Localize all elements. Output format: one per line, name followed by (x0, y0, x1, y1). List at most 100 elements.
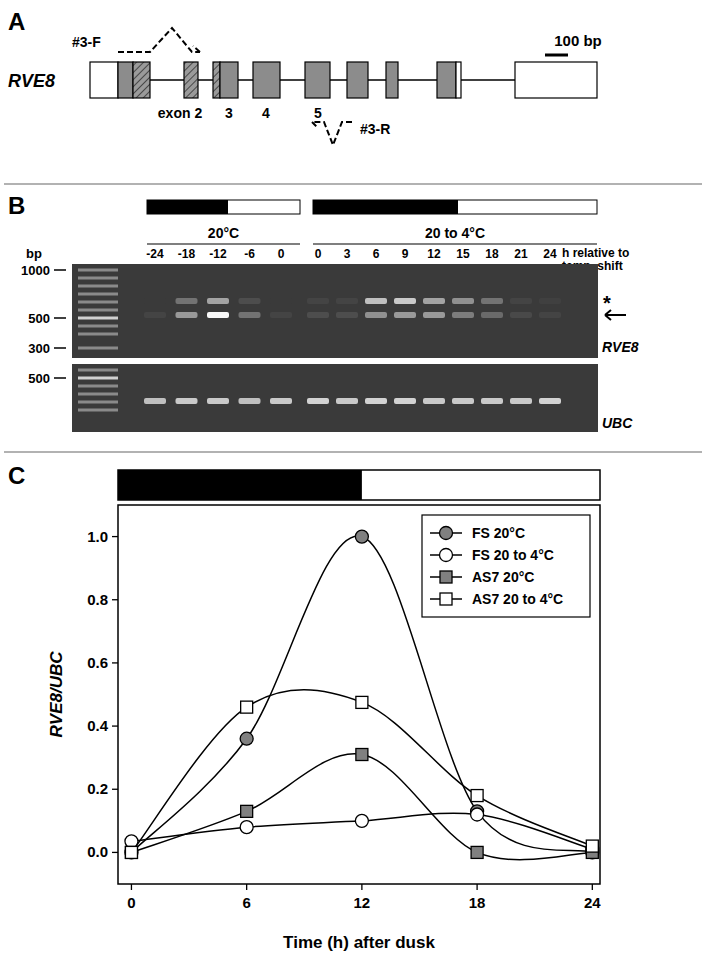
series-line (131, 754, 592, 860)
divider (4, 451, 702, 453)
y-axis-label: RVE8/UBC (47, 651, 66, 738)
exon (305, 62, 330, 98)
band-arrow (605, 310, 626, 320)
plot-area (125, 530, 599, 860)
gel-image (72, 364, 598, 432)
gel-band (481, 312, 503, 318)
lane-time: 18 (485, 247, 499, 261)
group-underline (147, 243, 300, 244)
series-marker (125, 846, 138, 859)
ladder-band (78, 277, 118, 280)
marker-label: 500 (28, 311, 50, 326)
x-tick (246, 884, 247, 890)
blot-label: RVE8 (602, 339, 639, 355)
y-tick-label: 0.4 (87, 717, 109, 734)
scale-bar-label: 100 bp (554, 32, 602, 49)
ladder-band (78, 369, 118, 372)
ladder-band (78, 385, 118, 388)
lane-time: 0 (315, 247, 322, 261)
gel-band (270, 312, 292, 318)
series-marker (241, 701, 253, 713)
exon (118, 62, 133, 98)
y-tick (112, 599, 118, 600)
lane-time: 12 (427, 247, 441, 261)
y-tick (112, 725, 118, 726)
gel-band (336, 312, 358, 318)
marker-tick (54, 377, 66, 379)
plot-frame (118, 505, 600, 884)
photoperiod-bar (313, 200, 597, 214)
exon (347, 62, 368, 98)
primer-label: #3-R (360, 121, 390, 137)
exon-label: 5 (314, 105, 322, 121)
gel-band (207, 398, 229, 404)
y-tick (112, 789, 118, 790)
ladder-band (78, 285, 118, 288)
gel-band (481, 298, 503, 304)
background (0, 0, 706, 974)
x-tick (476, 884, 477, 890)
legend-marker (440, 527, 453, 540)
y-tick-label: 0.0 (87, 843, 108, 860)
exon-label: 3 (225, 105, 233, 121)
gel-band (270, 398, 292, 404)
exon (220, 62, 238, 98)
marker-tick (54, 347, 66, 349)
gel-image (72, 264, 598, 358)
series-marker (471, 790, 483, 802)
panel-label: B (8, 192, 25, 219)
lane-time: 15 (456, 247, 470, 261)
panel-label: A (8, 8, 25, 35)
ladder-band (78, 401, 118, 404)
primer-f (118, 28, 200, 52)
gel-band (239, 312, 261, 318)
gel-band (176, 298, 198, 304)
gel-band (207, 312, 229, 318)
series-marker (240, 732, 253, 745)
marker-label: 1000 (21, 263, 50, 278)
primer-label: #3-F (72, 34, 101, 50)
ladder-band (78, 293, 118, 296)
gel-band (423, 312, 445, 318)
series-marker (355, 814, 368, 827)
marker-label: 500 (28, 371, 50, 386)
gel-band (176, 312, 198, 318)
gel-band (394, 298, 416, 304)
exon-label: exon 2 (158, 105, 203, 121)
series-marker (471, 846, 483, 858)
gel-band (365, 312, 387, 318)
dark-period (147, 200, 228, 214)
series-line (131, 690, 592, 853)
y-tick (112, 852, 118, 853)
gel-band (394, 312, 416, 318)
gel-band (452, 312, 474, 318)
x-tick-label: 24 (584, 894, 601, 911)
legend-label: FS 20°C (472, 525, 525, 541)
series-marker (125, 846, 137, 858)
ladder-band (78, 317, 118, 320)
panel-label: C (8, 462, 25, 489)
x-axis-label: Time (h) after dusk (283, 933, 435, 952)
group-underline (313, 243, 597, 244)
photoperiod-bar (147, 200, 300, 214)
ladder-band (78, 409, 118, 412)
x-tick (131, 884, 132, 890)
exon-label: 4 (262, 105, 270, 121)
gel-band (423, 298, 445, 304)
gel-band (307, 398, 329, 404)
legend-marker (440, 571, 452, 583)
primer-r (312, 122, 352, 145)
y-tick-label: 0.8 (87, 591, 108, 608)
legend-label: FS 20 to 4°C (472, 547, 554, 563)
series-marker (240, 821, 253, 834)
series-marker (356, 696, 368, 708)
exon (437, 62, 456, 98)
divider (4, 183, 702, 185)
legend-label: AS7 20 to 4°C (472, 591, 563, 607)
gel-band (144, 312, 166, 318)
gel-band (207, 298, 229, 304)
gel-band (539, 312, 561, 318)
legend-box (422, 515, 590, 617)
ladder-band (78, 269, 118, 272)
gel-band (239, 298, 261, 304)
